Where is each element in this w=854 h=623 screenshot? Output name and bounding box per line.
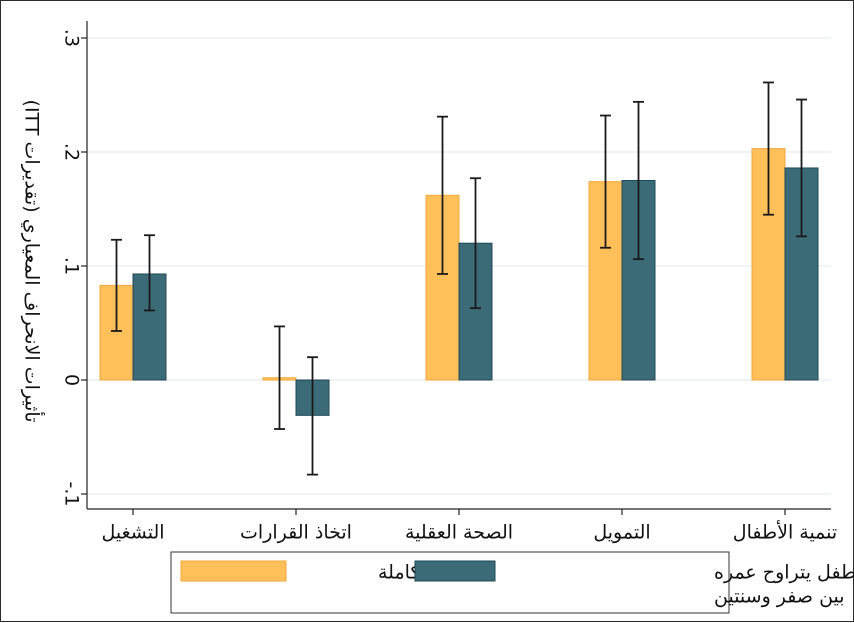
y-tick-label-0: -.1 (61, 482, 83, 507)
axes (81, 21, 831, 515)
bars (99, 148, 819, 416)
category-label-0: التشغيل (101, 522, 164, 544)
bar-s1-c0 (132, 273, 167, 381)
y-tick-label-1: 0 (61, 374, 83, 386)
labels: -.1 0 .1 .2 .3 تأثيرات الانحراف المعياري (تقد… (21, 29, 838, 544)
legend-label-1-line-1: بين صفر وسنتين (714, 586, 845, 608)
category-label-3: التمويل (593, 522, 650, 544)
category-label-1: اتخاذ القرارات (240, 522, 352, 544)
legend-swatch-1 (414, 560, 496, 582)
error-bars (111, 81, 807, 476)
legend-label-1-line-0: لديها طفل يتراوح عمره (714, 562, 854, 584)
category-label-2: الصحة العقلية (405, 522, 513, 544)
y-axis-label: تأثيرات الانحراف المعياري (تقديرات ITT) (21, 100, 46, 423)
category-label-4: تنمية الأطفال (733, 521, 837, 544)
y-tick-label-2: .1 (61, 257, 83, 275)
legend-swatch-0 (180, 560, 287, 582)
y-tick-label-3: .2 (61, 143, 83, 161)
y-tick-label-4: .3 (61, 29, 83, 47)
